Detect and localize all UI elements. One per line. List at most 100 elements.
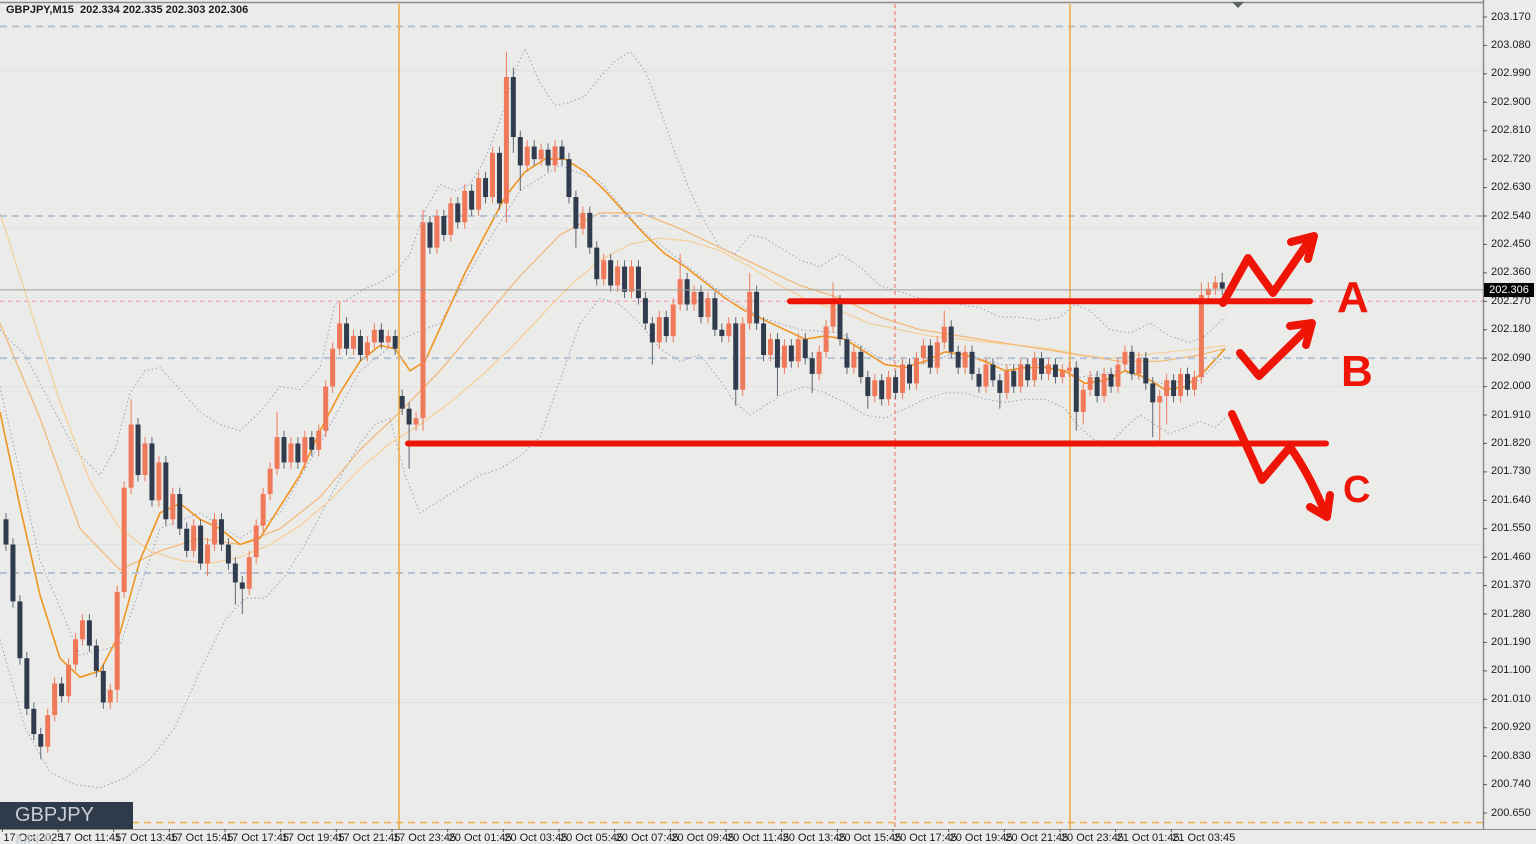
scroll-marker-icon[interactable] <box>1232 2 1244 8</box>
scenario-a-zigzag-up-arrowhead <box>1287 232 1318 263</box>
candle-body <box>844 339 850 368</box>
candle-body <box>93 645 99 671</box>
candle-body <box>1059 370 1065 378</box>
candle-body <box>552 146 558 166</box>
candle-body <box>615 266 621 286</box>
candle-body <box>872 380 878 397</box>
candle-body <box>913 358 919 384</box>
candle-body <box>177 493 183 529</box>
candle-body <box>1178 373 1184 397</box>
candle-body <box>1066 367 1072 371</box>
candle-body <box>941 326 947 343</box>
bollinger-upper <box>0 47 1226 476</box>
candle-body <box>1101 373 1107 397</box>
candle-body <box>406 408 412 425</box>
candle-body <box>38 734 44 747</box>
candle-body <box>1025 364 1031 381</box>
candle-body <box>107 689 113 703</box>
candle-body <box>1150 383 1156 403</box>
candle-body <box>288 443 294 463</box>
candle-body <box>969 351 975 374</box>
candle-body <box>1212 282 1218 289</box>
candle-body <box>608 260 614 286</box>
candle-body <box>1094 377 1100 397</box>
candle-body <box>378 329 384 343</box>
candle-body <box>642 298 648 324</box>
candle-body <box>1185 373 1190 390</box>
candle-body <box>73 639 78 665</box>
candle-body <box>830 301 836 327</box>
candle-body <box>323 386 329 431</box>
candle-body <box>531 146 537 160</box>
candle-body <box>1136 358 1142 374</box>
candle-body <box>218 519 224 545</box>
candle-body <box>225 544 231 564</box>
candle-body <box>66 664 72 697</box>
candle-body <box>260 493 266 526</box>
candle-body <box>253 525 259 558</box>
candle-body <box>684 279 690 305</box>
candle-body <box>45 715 51 747</box>
annotation-label-B[interactable]: B <box>1341 347 1373 396</box>
candle-body <box>649 323 655 343</box>
candle-body <box>351 336 356 349</box>
candle-body <box>545 149 551 166</box>
candle-body <box>316 430 322 450</box>
candle-body <box>1032 358 1038 381</box>
candle-body <box>754 291 760 324</box>
scenario-c-breakdown[interactable] <box>1228 410 1328 514</box>
candle-body <box>587 212 593 248</box>
candle-body <box>309 437 315 450</box>
ohlc-readout: GBPJPY,M15 202.334 202.335 202.303 202.3… <box>6 4 249 16</box>
candle-body <box>1205 288 1211 295</box>
scenario-b-dip-then-up[interactable] <box>1236 324 1312 380</box>
candle-body <box>955 351 961 368</box>
candle-body <box>31 708 37 735</box>
candle-body <box>761 323 767 356</box>
candle-body <box>879 380 885 400</box>
candle-body <box>232 563 238 583</box>
candle-body <box>802 339 808 359</box>
candle-body <box>601 260 607 280</box>
candle-body <box>1115 364 1121 387</box>
annotation-label-A[interactable]: A <box>1337 273 1369 322</box>
candle-body <box>392 336 398 349</box>
candle-body <box>1046 364 1051 374</box>
candle-body <box>740 323 746 390</box>
candle-body <box>24 658 30 709</box>
candle-body <box>781 345 787 368</box>
candle-body <box>184 528 190 551</box>
candle-body <box>719 329 725 337</box>
candle-body <box>517 137 523 166</box>
candle-body <box>469 190 475 210</box>
candle-body <box>191 525 197 551</box>
candle-body <box>837 301 843 340</box>
candle-body <box>1108 373 1114 387</box>
ma-mid <box>0 212 1226 571</box>
candle-body <box>212 519 217 545</box>
candle-body <box>1039 358 1045 374</box>
candle-body <box>100 670 106 703</box>
candle-body <box>420 222 426 419</box>
candle-body <box>462 190 468 223</box>
candle-body <box>851 351 857 368</box>
candle-body <box>163 462 169 520</box>
candle-body <box>385 336 391 343</box>
candle-body <box>997 380 1003 393</box>
candle-body <box>900 364 906 393</box>
candle-body <box>413 418 419 425</box>
candle-body <box>330 348 336 387</box>
candle-body <box>274 437 280 469</box>
candle-body <box>399 396 405 409</box>
candle-body <box>768 339 773 356</box>
scenario-a-zigzag-up[interactable] <box>1219 234 1315 307</box>
candle-body <box>698 291 704 318</box>
candle-body <box>246 557 252 589</box>
candle-body <box>371 329 377 343</box>
annotation-label-C[interactable]: C <box>1343 469 1370 511</box>
candle-body <box>52 683 58 716</box>
candle-body <box>1080 389 1086 412</box>
candle-body <box>496 152 502 204</box>
annotation-arrows[interactable] <box>1219 232 1334 521</box>
